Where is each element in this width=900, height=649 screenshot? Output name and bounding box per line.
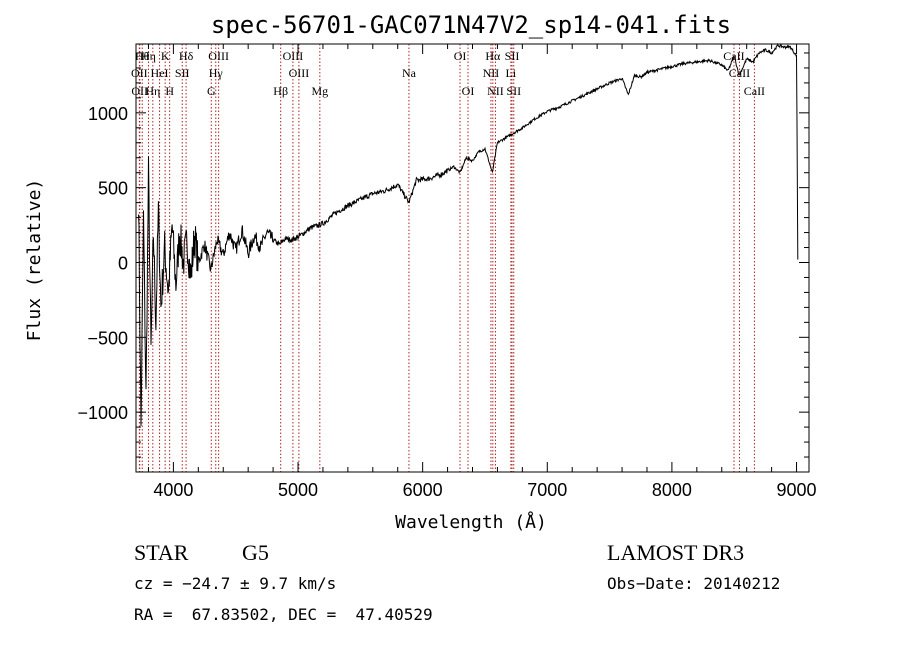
x-tick-label: 7000 <box>527 480 567 500</box>
marker-label: CaII <box>744 84 765 98</box>
flux-line <box>138 42 799 426</box>
x-tick-label: 9000 <box>777 480 817 500</box>
x-axis-ticks: 4000 5000 6000 7000 8000 9000 <box>147 44 817 500</box>
chart-title: spec-56701-GAC071N47V2_sp14-041.fits <box>211 11 731 39</box>
marker-label: OIII <box>289 66 310 80</box>
y-tick-label: −500 <box>87 328 128 348</box>
marker-label: Hγ <box>209 66 224 80</box>
y-tick-label: 1000 <box>88 104 128 124</box>
redshift-velocity: cz = −24.7 ± 9.7 km/s <box>134 574 336 593</box>
survey-name: LAMOST DR3 <box>607 540 744 565</box>
x-tick-label: 5000 <box>278 480 318 500</box>
marker-label: OI <box>454 49 467 63</box>
marker-label: Na <box>402 66 417 80</box>
marker-label: Hβ <box>273 84 288 98</box>
marker-label: Li <box>506 66 517 80</box>
x-tick-label: 6000 <box>403 480 443 500</box>
marker-label: NII <box>483 66 500 80</box>
marker-label: OIII <box>283 49 304 63</box>
marker-label: NII <box>487 84 504 98</box>
marker-label: Hα <box>485 49 501 63</box>
marker-label: Hη <box>141 49 156 63</box>
marker-label: SII <box>506 84 521 98</box>
x-tick-label: 8000 <box>652 480 692 500</box>
marker-label: SII <box>505 49 520 63</box>
object-subclass: G5 <box>242 540 269 565</box>
marker-label: SII <box>175 66 190 80</box>
plot-frame <box>135 43 810 473</box>
y-axis-label: Flux (relative) <box>24 179 45 342</box>
y-tick-label: −1000 <box>77 403 128 423</box>
sky-coordinates: RA = 67.83502, DEC = 47.40529 <box>134 605 433 624</box>
marker-label: OII <box>131 66 148 80</box>
object-class: STAR <box>134 540 189 565</box>
y-axis-ticks: 1000 500 0 −500 −1000 <box>77 52 809 458</box>
emission-line-markers <box>138 44 755 472</box>
marker-label: OI <box>462 84 475 98</box>
marker-label: G <box>207 84 216 98</box>
marker-label: Hη <box>145 84 160 98</box>
x-tick-label: 4000 <box>153 480 193 500</box>
marker-label: OIII <box>208 49 229 63</box>
marker-label: K <box>161 49 170 63</box>
marker-label: Mg <box>311 84 328 98</box>
marker-label: CaII <box>729 66 750 80</box>
marker-label: H <box>165 84 174 98</box>
marker-label: Hδ <box>179 49 194 63</box>
x-axis-label: Wavelength (Å) <box>395 511 547 533</box>
marker-label: HeI <box>151 66 169 80</box>
flux-series <box>138 42 799 426</box>
observation-date: Obs−Date: 20140212 <box>607 574 780 593</box>
y-tick-label: 500 <box>98 179 128 199</box>
y-tick-label: 0 <box>118 253 128 273</box>
